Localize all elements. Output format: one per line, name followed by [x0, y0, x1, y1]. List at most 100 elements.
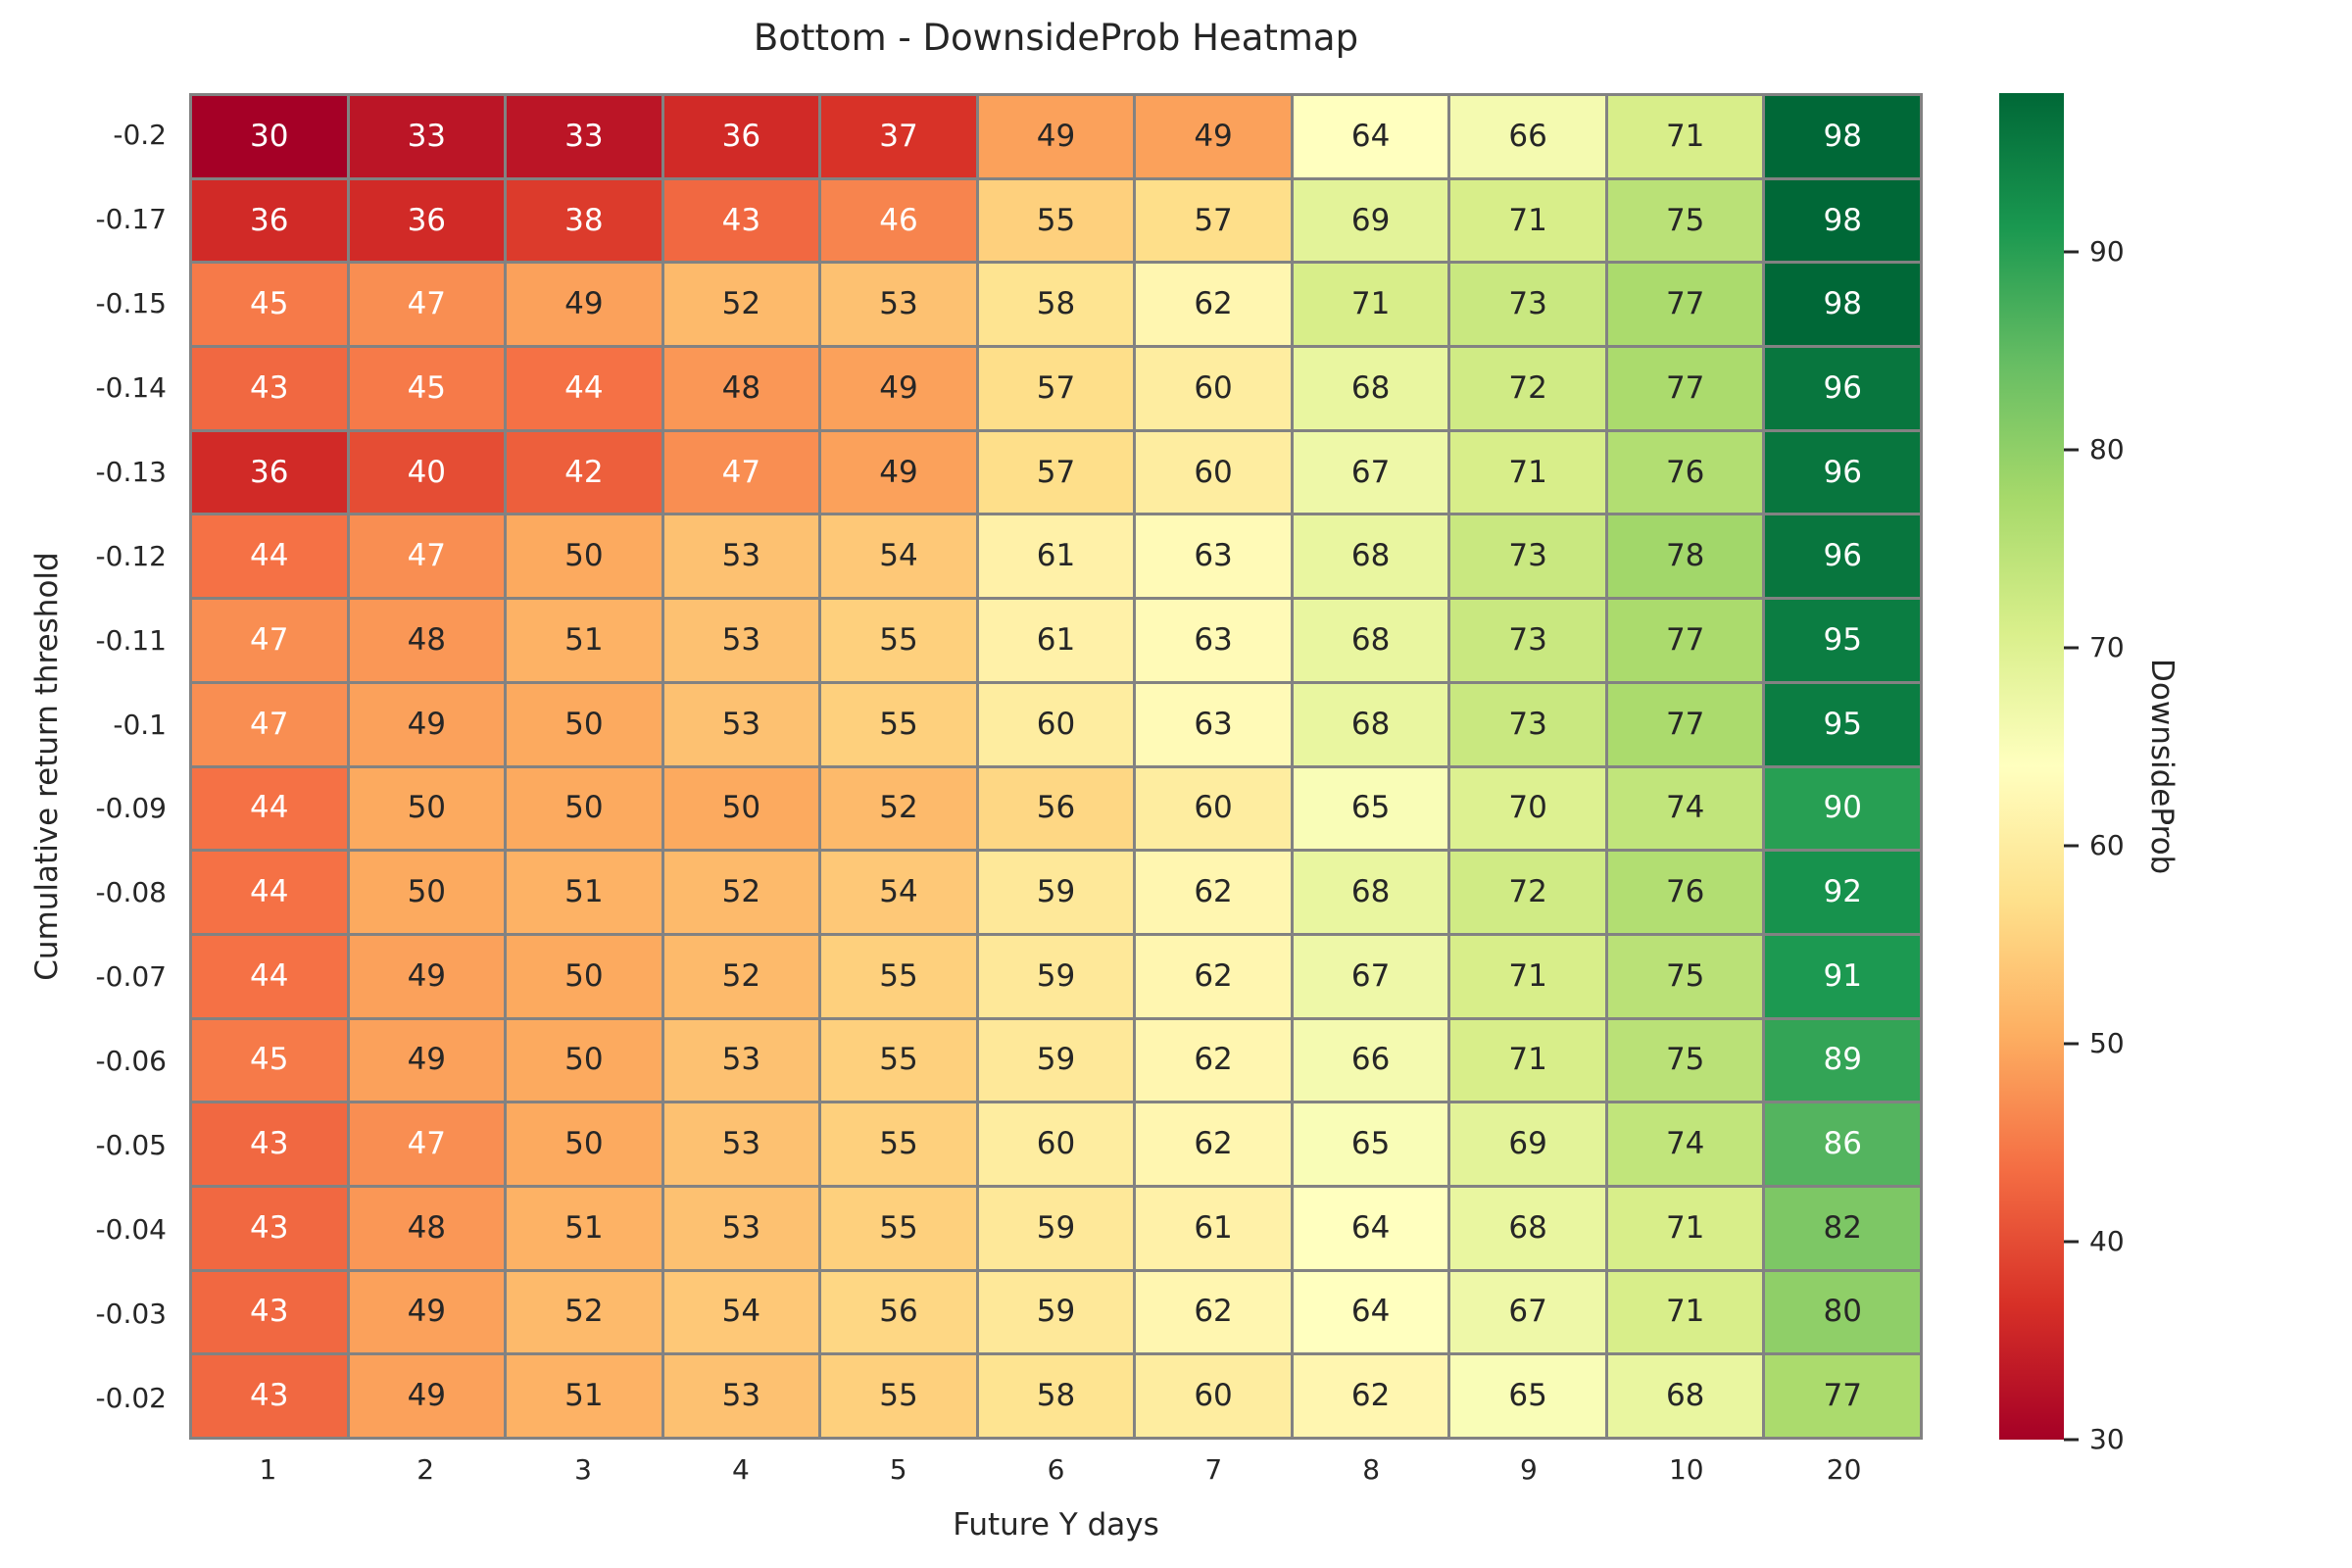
heatmap-cell: 43: [663, 179, 819, 262]
heatmap-cell: 98: [1765, 179, 1920, 262]
heatmap-cell: 77: [1607, 348, 1763, 429]
heatmap-cell: 77: [1765, 1355, 1920, 1437]
heatmap-cell: 60: [1136, 431, 1291, 514]
colorbar-tick-label: 50: [2089, 1026, 2125, 1059]
heatmap-cell: 66: [1450, 96, 1605, 177]
y-tick-label: -0.09: [95, 792, 167, 825]
heatmap-cell: 80: [1765, 1271, 1920, 1353]
heatmap-cell: 47: [349, 264, 505, 346]
x-tick-label: 6: [1047, 1453, 1065, 1486]
heatmap-cell: 43: [192, 348, 347, 429]
heatmap-cell: 56: [978, 767, 1134, 850]
heatmap-cell: 62: [1136, 1103, 1291, 1185]
heatmap-cell: 50: [507, 1103, 662, 1185]
heatmap-cell: 54: [663, 1271, 819, 1353]
colorbar-tick-label: 80: [2089, 432, 2125, 466]
heatmap-cell: 96: [1765, 515, 1920, 598]
x-tick-label: 20: [1826, 1453, 1862, 1486]
heatmap-cell: 71: [1450, 1019, 1605, 1102]
heatmap-cell: 49: [349, 1019, 505, 1102]
heatmap-cell: 75: [1607, 1019, 1763, 1102]
x-tick-label: 1: [259, 1453, 277, 1486]
heatmap-cell: 43: [192, 1187, 347, 1269]
heatmap-cell: 45: [349, 348, 505, 429]
heatmap-cell: 95: [1765, 683, 1920, 765]
heatmap-cell: 58: [978, 1355, 1134, 1437]
colorbar-gradient: [1999, 93, 2064, 1440]
colorbar-tick-label: 30: [2089, 1423, 2125, 1455]
heatmap-cell: 49: [507, 264, 662, 346]
heatmap-cell: 65: [1293, 1103, 1448, 1185]
heatmap-cell: 68: [1450, 1187, 1605, 1269]
heatmap-cell: 53: [663, 1103, 819, 1185]
heatmap-cell: 49: [349, 683, 505, 765]
heatmap-cell: 36: [349, 179, 505, 262]
heatmap-cell: 38: [507, 179, 662, 262]
heatmap-cell: 66: [1293, 1019, 1448, 1102]
heatmap-cell: 98: [1765, 96, 1920, 177]
heatmap-cell: 49: [821, 431, 976, 514]
heatmap-cell: 50: [507, 767, 662, 850]
y-tick-label: -0.14: [95, 371, 167, 405]
heatmap-cell: 77: [1607, 264, 1763, 346]
heatmap-cell: 50: [349, 852, 505, 933]
y-tick-label: -0.17: [95, 203, 167, 236]
heatmap-cell: 91: [1765, 935, 1920, 1017]
heatmap-cell: 55: [821, 683, 976, 765]
heatmap-cell: 73: [1450, 264, 1605, 346]
heatmap-cell: 53: [663, 1019, 819, 1102]
y-tick-label: -0.13: [95, 455, 167, 488]
x-axis-label: Future Y days: [953, 1507, 1159, 1543]
heatmap-cell: 59: [978, 935, 1134, 1017]
y-tick-labels: -0.2 -0.17 -0.15 -0.14 -0.13 -0.12 -0.11 -0.1 -0…: [0, 93, 167, 1440]
heatmap-cell: 62: [1136, 1019, 1291, 1102]
heatmap-cell: 47: [192, 683, 347, 765]
heatmap-cell: 96: [1765, 431, 1920, 514]
heatmap-cell: 68: [1293, 683, 1448, 765]
heatmap-cell: 60: [1136, 1355, 1291, 1437]
heatmap-cell: 53: [663, 1187, 819, 1269]
heatmap-cell: 52: [663, 935, 819, 1017]
heatmap-cell: 77: [1607, 683, 1763, 765]
heatmap-cell: 52: [821, 767, 976, 850]
heatmap-cell: 42: [507, 431, 662, 514]
y-tick-label: -0.07: [95, 960, 167, 994]
heatmap-cell: 63: [1136, 683, 1291, 765]
heatmap-cell: 55: [821, 1103, 976, 1185]
heatmap-cell: 53: [821, 264, 976, 346]
heatmap-cell: 60: [1136, 348, 1291, 429]
heatmap-cell: 55: [821, 1187, 976, 1269]
heatmap-cell: 49: [349, 1355, 505, 1437]
heatmap-cell: 71: [1293, 264, 1448, 346]
colorbar-tick-label: 90: [2089, 234, 2125, 268]
heatmap-cell: 61: [978, 515, 1134, 598]
heatmap-cell: 50: [663, 767, 819, 850]
heatmap-cell: 90: [1765, 767, 1920, 850]
heatmap-cell: 68: [1293, 600, 1448, 681]
y-tick-label: -0.1: [113, 708, 167, 741]
colorbar-tick-label: 60: [2089, 828, 2125, 861]
heatmap-cell: 30: [192, 96, 347, 177]
heatmap-cell: 68: [1293, 348, 1448, 429]
heatmap-cell: 55: [821, 935, 976, 1017]
colorbar-tick-mark: [2064, 448, 2079, 452]
heatmap-cell: 51: [507, 1187, 662, 1269]
heatmap-cell: 51: [507, 600, 662, 681]
heatmap-cell: 59: [978, 852, 1134, 933]
heatmap-cell: 36: [192, 179, 347, 262]
heatmap-cell: 64: [1293, 1271, 1448, 1353]
heatmap-cell: 68: [1293, 515, 1448, 598]
heatmap-cell: 51: [507, 852, 662, 933]
heatmap-cell: 98: [1765, 264, 1920, 346]
heatmap-cell: 64: [1293, 96, 1448, 177]
heatmap-cell: 58: [978, 264, 1134, 346]
heatmap-cell: 78: [1607, 515, 1763, 598]
heatmap-cell: 55: [821, 600, 976, 681]
heatmap-cell: 57: [1136, 179, 1291, 262]
colorbar-label: DownsideProb: [2144, 658, 2180, 875]
heatmap-cell: 50: [507, 1019, 662, 1102]
heatmap-cell: 49: [821, 348, 976, 429]
heatmap-cell: 92: [1765, 852, 1920, 933]
heatmap-cell: 62: [1293, 1355, 1448, 1437]
